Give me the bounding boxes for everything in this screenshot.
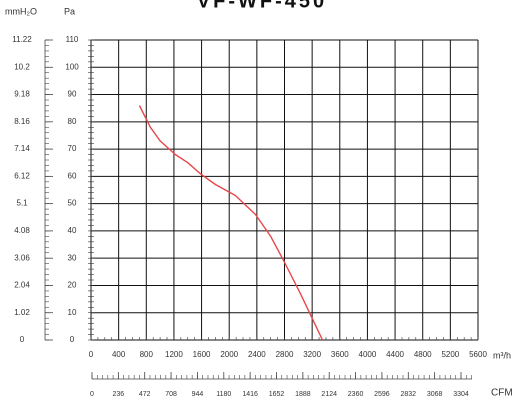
x-tick-label: 2400 [248, 350, 266, 359]
x-tick-label: 1200 [165, 350, 183, 359]
y2-tick-label: 7.14 [14, 144, 30, 153]
x-tick-label: 3200 [303, 350, 321, 359]
x2-tick-label: 2596 [374, 391, 390, 398]
y-tick-label: 10 [68, 308, 77, 317]
y2-tick-label: 9.18 [14, 90, 30, 99]
y-tick-label: 110 [66, 35, 79, 44]
y-tick-label: 70 [68, 144, 77, 153]
x2-tick-label: 1652 [269, 391, 285, 398]
x-tick-label: 400 [112, 350, 126, 359]
y2-tick-label: 11.22 [12, 35, 32, 44]
x-tick-label: 0 [89, 350, 94, 359]
x2-tick-label: 2360 [348, 391, 364, 398]
x-tick-label: 4400 [386, 350, 404, 359]
x-axis-label: m³/h [493, 350, 511, 360]
x2-tick-label: 1416 [242, 391, 258, 398]
y2-tick-label: 5.1 [16, 199, 28, 208]
x-tick-label: 2800 [276, 350, 294, 359]
x2-tick-label: 708 [165, 391, 177, 398]
x2-tick-label: 1180 [216, 391, 231, 398]
x2-tick-label: 0 [90, 391, 94, 398]
x-tick-label: 5600 [469, 350, 487, 359]
x2-tick-label: 2124 [321, 391, 337, 398]
x-tick-label: 5200 [441, 350, 459, 359]
x2-axis-label: CFM [491, 388, 513, 399]
x2-tick-label: 944 [192, 391, 204, 398]
y2-tick-label: 2.04 [14, 281, 30, 290]
y-tick-label: 50 [68, 199, 77, 208]
y-tick-label: 60 [68, 171, 77, 180]
y-tick-label: 90 [68, 90, 77, 99]
x-tick-label: 800 [140, 350, 154, 359]
x2-tick-label: 3304 [453, 391, 469, 398]
fan-curve [138, 105, 324, 341]
x-tick-label: 4800 [414, 350, 432, 359]
y-tick-label: 40 [68, 226, 77, 235]
x-tick-label: 3600 [331, 350, 349, 359]
y2-tick-label: 0 [20, 335, 25, 344]
y2-tick-label: 4.08 [14, 226, 30, 235]
y-tick-label: 20 [68, 281, 77, 290]
y2-tick-label: 6.12 [14, 171, 30, 180]
chart-title: VF-WF-450 [197, 0, 327, 12]
y2-tick-label: 3.06 [14, 253, 30, 262]
y-tick-label: 80 [68, 117, 77, 126]
x2-tick-label: 2832 [400, 391, 416, 398]
y2-tick-label: 1.02 [14, 308, 30, 317]
x-tick-label: 4000 [359, 350, 377, 359]
y-tick-label: 0 [70, 335, 75, 344]
y2-tick-label: 10.2 [14, 62, 30, 71]
x2-tick-label: 1888 [295, 391, 311, 398]
y-axis-label: Pa [64, 6, 75, 16]
x2-tick-label: 3068 [427, 391, 443, 398]
x-tick-label: 2000 [220, 350, 238, 359]
x-tick-label: 1600 [193, 350, 211, 359]
x2-tick-label: 236 [113, 391, 125, 398]
y-tick-label: 100 [65, 62, 79, 71]
y2-tick-label: 8.16 [14, 117, 30, 126]
y2-axis-label: mmH₂O [5, 6, 37, 16]
x2-tick-label: 472 [139, 391, 151, 398]
y-tick-label: 30 [68, 253, 77, 262]
